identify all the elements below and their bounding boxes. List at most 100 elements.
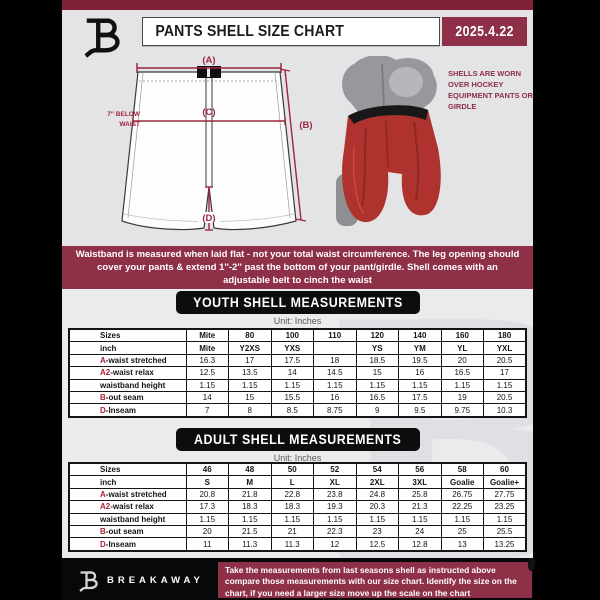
value-cell: 3XL <box>398 475 442 489</box>
value-cell: 24.8 <box>355 487 399 502</box>
size-chart-page: PANTS SHELL SIZE CHART 2025.4.22 <box>62 0 535 600</box>
value-cell: 160 <box>440 328 484 343</box>
value-cell: Goalie <box>440 475 484 489</box>
measure-letter: A2 <box>100 368 111 378</box>
value-cell: 25 <box>440 524 484 539</box>
row-label-cell: B-out seam <box>68 524 187 539</box>
youth-section-title: YOUTH SHELL MEASUREMENTS <box>192 295 403 310</box>
page-header: PANTS SHELL SIZE CHART 2025.4.22 <box>62 10 533 58</box>
pin-icon <box>528 558 535 571</box>
value-cell: 16.3 <box>185 353 229 368</box>
value-cell: YS <box>355 341 399 355</box>
value-cell: 1.15 <box>228 512 272 526</box>
row-label-cell: Sizes <box>68 462 187 477</box>
measure-letter: B <box>100 393 106 403</box>
value-cell: 15 <box>228 390 272 405</box>
row-label-cell: Sizes <box>68 328 187 343</box>
measure-letter: A <box>100 355 106 365</box>
value-cell: 15.5 <box>270 390 314 405</box>
value-cell: 50 <box>270 462 314 477</box>
table-row: D-Inseam 11 11.3 11.3 12 12.5 12.8 13 13.25 <box>68 537 527 552</box>
row-label-cell: inch <box>68 475 187 489</box>
pants-measurement-diagram: (A) (C) (D) (B) <box>121 55 313 231</box>
value-cell: 1.15 <box>313 378 357 392</box>
notice-banner: Waistband is measured when laid flat - n… <box>62 246 533 289</box>
waist-note-line1: 7'' BELOW <box>107 111 140 118</box>
value-cell: 25.5 <box>483 524 527 539</box>
value-cell: Mite <box>185 341 229 355</box>
value-cell: 18.5 <box>355 353 399 368</box>
footer-note-box: Take the measurements from last seasons … <box>218 558 535 598</box>
measurement-diagram-section: (A) (C) (D) (B) <box>62 54 533 246</box>
value-cell: Goalie+ <box>483 475 527 489</box>
value-cell: 1.15 <box>313 512 357 526</box>
value-cell: M <box>228 475 272 489</box>
table-row: waistband height 1.15 1.15 1.15 1.15 1.15 1.15… <box>68 378 527 392</box>
youth-section-banner: YOUTH SHELL MEASUREMENTS <box>175 291 420 314</box>
row-label-cell: A-waist stretched <box>68 487 187 502</box>
top-accent-bar <box>62 0 533 10</box>
value-cell: 8.5 <box>270 403 314 418</box>
value-cell: 27.75 <box>483 487 527 502</box>
value-cell: 25.8 <box>398 487 442 502</box>
value-cell: L <box>270 475 314 489</box>
value-cell: 1.15 <box>355 378 399 392</box>
value-cell: 56 <box>398 462 442 477</box>
value-cell: 20 <box>440 353 484 368</box>
page-title-box: PANTS SHELL SIZE CHART <box>142 17 440 46</box>
tables-section: B YOUTH SHELL MEASUREMENTS Unit: Inches … <box>62 289 533 558</box>
value-cell: 1.15 <box>228 378 272 392</box>
date-badge: 2025.4.22 <box>442 17 527 46</box>
row-label-cell: waistband height <box>68 512 187 526</box>
value-cell: 54 <box>355 462 399 477</box>
footer-note-text: Take the measurements from last seasons … <box>225 565 517 598</box>
value-cell: 100 <box>270 328 314 343</box>
value-cell: 12.5 <box>185 366 229 380</box>
row-label-cell: A-waist stretched <box>68 353 187 368</box>
value-cell: 21.3 <box>398 500 442 514</box>
row-label-cell: waistband height <box>68 378 187 392</box>
adult-unit-label: Unit: Inches <box>273 453 322 463</box>
youth-unit-label: Unit: Inches <box>273 316 322 326</box>
value-cell: 11.3 <box>228 537 272 552</box>
value-cell: 18.3 <box>270 500 314 514</box>
value-cell: 9.75 <box>440 403 484 418</box>
measure-letter: A <box>100 489 106 499</box>
measure-letter: D <box>100 539 106 549</box>
value-cell: YM <box>398 341 442 355</box>
table-row: B-out seam 20 21.5 21 22.3 23 24 25 25.5 <box>68 524 527 539</box>
value-cell: 14 <box>185 390 229 405</box>
value-cell: 20.5 <box>483 353 527 368</box>
row-label-cell: A2-waist relax <box>68 500 187 514</box>
value-cell: 16 <box>398 366 442 380</box>
value-cell: 1.15 <box>398 378 442 392</box>
value-cell: 18.3 <box>228 500 272 514</box>
value-cell: Y2XS <box>228 341 272 355</box>
row-label-cell: inch <box>68 341 187 355</box>
notice-text: Waistband is measured when laid flat - n… <box>75 248 520 287</box>
value-cell: 7 <box>185 403 229 418</box>
value-cell: YXS <box>270 341 314 355</box>
value-cell: 13.25 <box>483 537 527 552</box>
value-cell: 15 <box>355 366 399 380</box>
brand-name: BREAKAWAY <box>107 574 204 586</box>
value-cell: Mite <box>185 328 229 343</box>
value-cell: 12.8 <box>398 537 442 552</box>
value-cell: 9.5 <box>398 403 442 418</box>
value-cell: 1.15 <box>483 378 527 392</box>
row-label-cell: B-out seam <box>68 390 187 405</box>
value-cell: 20.8 <box>185 487 229 502</box>
table-row: inch Mite Y2XS YXS YS YM YL YXL <box>68 341 527 355</box>
value-cell: 21.8 <box>228 487 272 502</box>
row-label-cell: D-Inseam <box>68 403 187 418</box>
value-cell: 26.75 <box>440 487 484 502</box>
value-cell: 12.5 <box>355 537 399 552</box>
value-cell: 12 <box>313 537 357 552</box>
pants-outline <box>121 71 297 231</box>
table-row: waistband height 1.15 1.15 1.15 1.15 1.15 1.15… <box>68 512 527 526</box>
value-cell: 120 <box>355 328 399 343</box>
value-cell: 1.15 <box>398 512 442 526</box>
measure-line-c <box>132 117 286 125</box>
value-cell: 24 <box>398 524 442 539</box>
value-cell: 1.15 <box>185 512 229 526</box>
